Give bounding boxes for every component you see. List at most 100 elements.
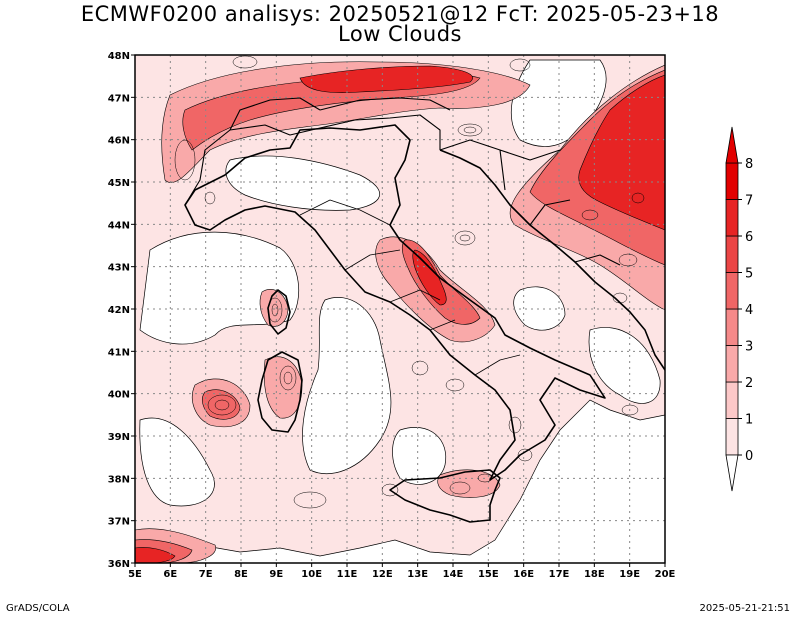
contour-ring [457,123,483,137]
y-tick-label: 48N [108,51,130,62]
x-tick-label: 18E [584,569,605,580]
contour-ring [621,404,639,416]
contour-ring [293,491,327,509]
x-tick-label: 11E [337,569,358,580]
x-tick-label: 8E [234,569,248,580]
coastlines [184,124,665,523]
contour-ring [477,473,493,483]
contour-ring [283,371,293,385]
contour-ring [517,448,533,462]
y-axis-tick-labels: 36N 37N 38N 39N 40N 41N 42N 43N 44N 45N 46N 47N 48N [108,51,135,570]
contour-ring [509,58,531,72]
contour-ring [459,234,471,242]
colorbar-swatch [725,381,739,419]
x-tick-label: 14E [443,569,464,580]
colorbar-swatch [725,418,739,456]
y-tick-label: 40N [108,390,130,401]
clear-region-south [392,427,447,485]
colorbar-label: 2 [745,376,753,391]
contour-ring [232,55,258,69]
colorbar-swatch [725,199,739,237]
x-tick-label: 19E [619,569,640,580]
contour-ring [381,483,399,497]
contour-ring [445,378,465,392]
x-tick-label: 20E [655,569,676,580]
contour-ring [207,394,237,416]
contour-ring [631,192,645,204]
colorbar-min-arrow [725,454,739,492]
contour-ring [267,297,283,323]
y-tick-label: 38N [108,474,130,485]
contour-ring [612,292,628,304]
footer-timestamp: 2025-05-21-21:51 [699,603,790,614]
coastline-sardinia [257,351,303,433]
y-tick-label: 46N [108,136,130,147]
cloud-region-level-7-alps [299,65,473,93]
clear-region-adriatic-south [513,286,566,331]
contour-ring [174,139,196,181]
coastline-balkans [439,149,665,371]
x-tick-label: 12E [372,569,393,580]
x-tick-label: 13E [407,569,428,580]
clear-region-ligurian [139,231,300,345]
map-subtitle: Low Clouds [338,22,462,46]
colorbar-swatch [725,235,739,273]
colorbar-swatch [725,272,739,310]
y-tick-label: 45N [108,178,130,189]
clear-region-ionian [588,327,661,404]
border-regions [299,199,521,376]
colorbar-label: 5 [745,267,753,282]
colorbar-swatch [725,345,739,383]
contour-ring [279,365,297,391]
x-tick-label: 7E [199,569,213,580]
clear-region-po-valley [225,155,380,211]
contour-ring [454,230,476,246]
y-tick-label: 37N [108,517,130,528]
cloud-field [135,55,665,563]
x-tick-label: 6E [163,569,177,580]
y-tick-label: 41N [108,347,130,358]
contour-ring [204,191,216,205]
contour-lines [174,55,645,509]
clear-region-west-med [139,417,215,507]
x-tick-label: 9E [269,569,283,580]
contour-ring [618,253,638,267]
contour-ring [463,126,477,134]
cloud-region-level-7-balkans [578,74,665,231]
y-tick-label: 44N [108,220,130,231]
graticule [135,55,665,563]
contour-ring [214,399,230,411]
y-tick-label: 36N [108,559,130,570]
border-austria [319,97,451,111]
coastline-sicily [389,469,501,523]
colorbar-swatch [725,162,739,200]
map-title: ECMWF0200 analisys: 20250521@12 FcT: 202… [80,2,720,26]
border-balkans-inner [439,139,621,266]
contour-ring [581,209,599,221]
x-tick-label: 15E [478,569,499,580]
colorbar-max-arrow [725,126,739,164]
contour-ring [449,481,471,495]
y-tick-label: 42N [108,305,130,316]
contour-ring [508,416,522,434]
colorbar-label: 8 [745,157,753,172]
contour-ring [271,303,279,317]
contour-ring [411,360,429,376]
colorbar-swatch [725,308,739,346]
x-tick-label: 17E [549,569,570,580]
border-alps [184,114,441,206]
coastline-italy [184,124,606,481]
plot-area [135,55,665,563]
cloud-region-level-7-apennines [412,249,447,306]
x-axis-tick-labels: 5E 6E 7E 8E 9E 10E 11E 12E 13E 14E 15E 16E 17E 18E 19E… [128,563,676,580]
x-tick-label: 10E [301,569,322,580]
x-tick-label: 16E [513,569,534,580]
coastline-corsica [267,289,291,335]
colorbar-label: 1 [745,413,753,428]
y-tick-label: 39N [108,432,130,443]
colorbar: 0 1 2 3 4 5 6 7 8 [725,126,753,492]
colorbar-label: 7 [745,194,753,209]
y-tick-label: 47N [108,93,130,104]
colorbar-label: 4 [745,303,753,318]
